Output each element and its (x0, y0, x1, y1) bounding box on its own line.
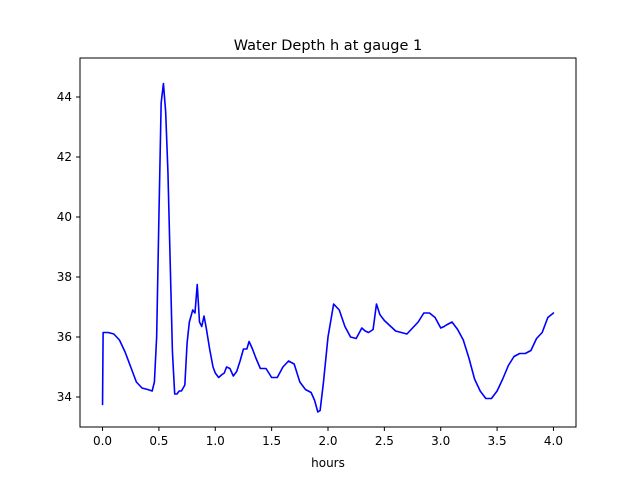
y-tick-label: 34 (57, 390, 72, 404)
x-tick-label: 0.5 (149, 434, 168, 448)
x-tick-label: 0.0 (93, 434, 112, 448)
x-tick-label: 3.5 (488, 434, 507, 448)
series-line-1 (101, 82, 555, 413)
chart-title: Water Depth h at gauge 1 (234, 38, 422, 54)
x-tick-label: 4.0 (544, 434, 563, 448)
series-layer (101, 82, 555, 413)
plot-area: 0.0 0.5 1.0 1.5 2.0 2.5 3.0 3.5 4.0 34 36 38 40 42 44 (57, 57, 577, 448)
x-tick-label: 2.0 (318, 434, 337, 448)
x-axis-label: hours (311, 456, 345, 470)
y-tick-label: 36 (57, 330, 72, 344)
y-axis-ticks: 34 36 38 40 42 44 (57, 90, 80, 404)
x-tick-label: 2.5 (375, 434, 394, 448)
x-tick-label: 1.0 (206, 434, 225, 448)
y-tick-label: 40 (57, 210, 72, 224)
x-tick-label: 3.0 (431, 434, 450, 448)
y-tick-label: 44 (57, 90, 72, 104)
y-tick-label: 42 (57, 150, 72, 164)
x-tick-label: 1.5 (262, 434, 281, 448)
x-axis-ticks: 0.0 0.5 1.0 1.5 2.0 2.5 3.0 3.5 4.0 (93, 427, 563, 448)
y-tick-label: 38 (57, 270, 72, 284)
